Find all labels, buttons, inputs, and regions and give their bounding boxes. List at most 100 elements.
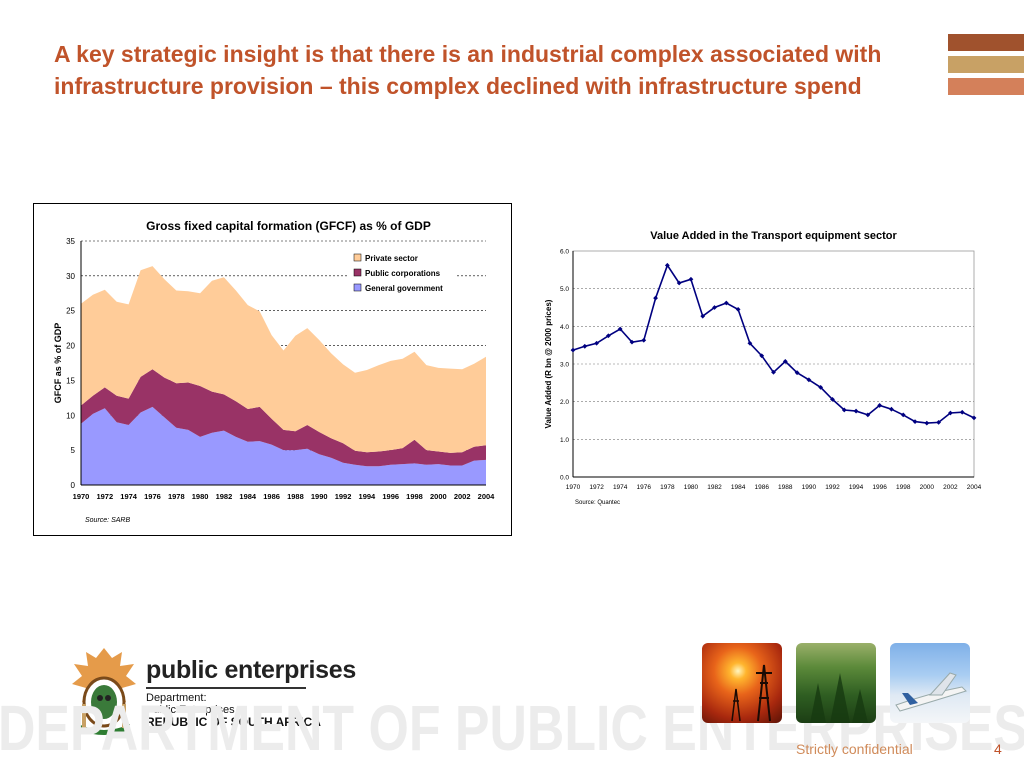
gfcf-legend-swatch-public-corporations	[353, 268, 362, 277]
gfcf-x-tick-label: 2000	[430, 492, 447, 501]
gfcf-y-tick-label: 20	[66, 342, 75, 351]
transport-data-point	[723, 300, 729, 306]
transport-data-point	[889, 406, 894, 412]
transport-x-tick-label: 2004	[967, 484, 982, 491]
airplane-icon	[895, 672, 967, 712]
gfcf-x-tick-label: 1972	[96, 492, 113, 501]
transport-data-point	[582, 343, 588, 349]
gfcf-legend-label-general-government: General government	[365, 284, 443, 293]
transport-x-tick-label: 1982	[707, 484, 722, 491]
transport-x-tick-label: 1974	[613, 484, 628, 491]
transport-x-tick-label: 1972	[589, 484, 604, 491]
transport-data-point	[594, 340, 599, 346]
transport-data-point	[712, 305, 717, 310]
transport-x-tick-label: 1994	[849, 484, 864, 491]
gfcf-area-general-government	[81, 406, 486, 485]
transport-value-added-line-chart: Value Added in the Transport equipment s…	[544, 230, 982, 506]
gfcf-source: Source: SARB	[85, 517, 130, 524]
page-number: 4	[994, 741, 1002, 757]
transport-data-point	[818, 384, 824, 390]
transport-data-point	[877, 403, 883, 408]
gfcf-x-tick-label: 2002	[454, 492, 471, 501]
brand-name: public enterprises	[146, 656, 356, 684]
gfcf-x-tick-label: 1988	[287, 492, 304, 501]
gfcf-x-tick-label: 1986	[263, 492, 280, 501]
gfcf-area-chart: Gross fixed capital formation (GFCF) as …	[53, 219, 495, 524]
transport-y-axis-label: Value Added (R bn @ 2000 prices)	[544, 299, 553, 428]
transport-x-tick-label: 1980	[684, 484, 699, 491]
accent-bar-3	[948, 78, 1024, 95]
gfcf-y-tick-label: 10	[66, 411, 75, 420]
transport-data-point	[700, 313, 706, 319]
transport-data-point	[688, 276, 694, 282]
gfcf-x-tick-label: 1970	[73, 492, 90, 501]
transport-data-point	[664, 262, 670, 268]
gfcf-x-tick-label: 1976	[144, 492, 161, 501]
sunset-pylons-photo	[702, 643, 782, 723]
gfcf-x-tick-label: 1984	[239, 492, 257, 501]
confidentiality-label: Strictly confidential	[796, 741, 913, 757]
gfcf-chart-title: Gross fixed capital formation (GFCF) as …	[146, 219, 431, 233]
transport-x-tick-label: 1988	[778, 484, 793, 491]
transport-data-point	[629, 339, 635, 345]
transport-data-point	[841, 407, 847, 413]
transport-data-point	[605, 333, 611, 339]
brand-line-1: Department:	[146, 692, 207, 704]
transport-y-tick-label: 2.0	[560, 399, 569, 406]
transport-data-point	[865, 412, 871, 418]
gfcf-x-tick-label: 1994	[359, 492, 377, 501]
gfcf-y-axis-label: GFCF as % of GDP	[53, 323, 63, 404]
coat-of-arms-icon	[72, 648, 136, 735]
gfcf-chart-panel: Gross fixed capital formation (GFCF) as …	[33, 203, 512, 536]
transport-x-tick-label: 1986	[754, 484, 769, 491]
transport-x-tick-label: 2002	[943, 484, 958, 491]
gfcf-x-tick-label: 1980	[192, 492, 209, 501]
transport-source: Source: Quantec	[575, 500, 620, 506]
gfcf-x-tick-label: 1992	[335, 492, 352, 501]
transport-data-point	[782, 358, 788, 364]
transport-y-tick-label: 5.0	[560, 286, 569, 293]
gfcf-area-public-corporations	[81, 369, 486, 467]
transport-data-point	[900, 412, 906, 418]
gfcf-legend-swatch-private-sector	[353, 253, 362, 262]
transport-chart-title: Value Added in the Transport equipment s…	[650, 230, 897, 242]
transport-data-point	[924, 420, 930, 426]
transport-x-tick-label: 1998	[896, 484, 911, 491]
transport-data-point	[676, 280, 682, 286]
transport-data-point	[853, 408, 859, 414]
gfcf-x-tick-label: 1974	[120, 492, 138, 501]
transport-data-point	[617, 326, 623, 332]
gfcf-x-tick-label: 1996	[382, 492, 399, 501]
trees-icon	[810, 673, 868, 723]
gfcf-y-tick-label: 30	[66, 272, 75, 281]
brand-rule	[146, 687, 306, 689]
transport-data-point	[771, 369, 776, 375]
transport-series-line	[572, 263, 975, 424]
transport-data-point	[747, 340, 753, 346]
transport-x-tick-label: 1984	[731, 484, 746, 491]
transport-data-point	[570, 347, 576, 353]
gfcf-legend-box	[348, 248, 456, 294]
gfcf-legend-label-public-corporations: Public corporations	[365, 269, 441, 278]
brand-line-2: Public Enterprises	[146, 704, 235, 716]
transport-y-tick-label: 6.0	[560, 249, 569, 256]
gfcf-y-tick-label: 15	[66, 376, 75, 385]
gfcf-y-tick-label: 0	[71, 481, 76, 490]
transport-data-point	[936, 419, 942, 425]
accent-bar-2	[948, 56, 1024, 73]
gfcf-area-private-sector	[81, 266, 486, 453]
slide-title: A key strategic insight is that there is…	[54, 41, 882, 99]
gfcf-legend-swatch-general-government	[353, 283, 362, 292]
transport-x-tick-label: 2000	[920, 484, 935, 491]
gfcf-y-tick-label: 5	[71, 446, 76, 455]
forest-photo	[796, 643, 876, 723]
gfcf-x-tick-label: 1998	[406, 492, 423, 501]
transport-data-point	[806, 377, 812, 383]
brand-line-3: REPUBLIC OF SOUTH AFRICA	[146, 715, 321, 729]
airplane-photo	[890, 643, 970, 723]
transport-x-tick-label: 1970	[566, 484, 581, 491]
transport-data-point	[971, 415, 977, 421]
gfcf-y-tick-label: 35	[66, 237, 75, 246]
gfcf-x-tick-label: 1990	[311, 492, 328, 501]
transport-x-tick-label: 1990	[802, 484, 817, 491]
